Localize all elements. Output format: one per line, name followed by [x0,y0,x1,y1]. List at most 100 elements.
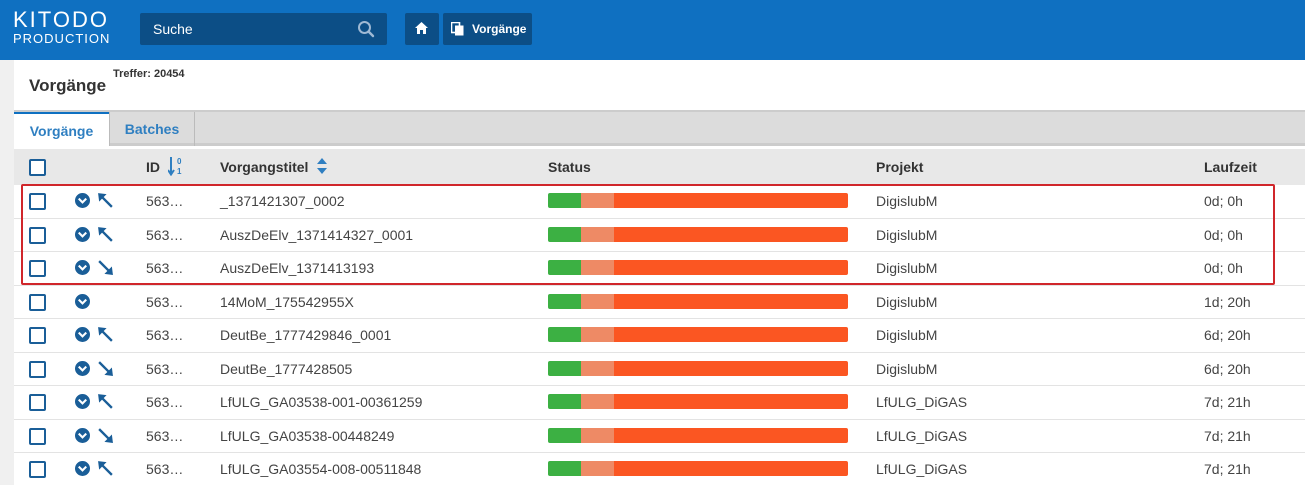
cell-id: 563… [146,461,184,477]
expand-icon[interactable] [75,394,90,409]
expand-icon[interactable] [75,327,90,342]
cell-duration: 1d; 20h [1204,293,1251,310]
cell-title: LfULG_GA03554-008-00511848 [220,461,422,477]
row-checkbox[interactable] [29,461,46,478]
cell-project: DigislubM [876,226,938,243]
status-inwork-segment [581,427,614,443]
row-checkbox[interactable] [29,360,46,378]
status-bar [548,394,848,409]
header-title[interactable]: Vorgangstitel [220,159,309,175]
header-project: Projekt [876,159,924,175]
header-id[interactable]: ID [146,159,160,175]
tab-processes[interactable]: Vorgänge [14,112,109,146]
kitodo-logo[interactable]: KITODO PRODUCTION [13,9,110,47]
search-icon[interactable] [357,20,375,38]
search-label: Suche [153,21,193,37]
select-all-checkbox[interactable] [29,159,46,176]
cell-title: AuszDeElv_1371413193 [220,260,375,276]
table-row[interactable]: 563… AuszDeElv_1371414327_0001 DigislubM 0d… [14,219,1305,252]
cell-project: DigislubM [876,260,938,276]
status-inwork-segment [581,193,614,208]
status-bar [548,461,848,476]
status-inwork-segment [581,461,614,476]
row-checkbox[interactable] [29,293,46,311]
expand-icon[interactable] [75,193,90,208]
logo-line-2: PRODUCTION [13,31,111,46]
page-title: Vorgänge [29,76,107,95]
arrow-down-right-icon[interactable] [97,259,114,276]
status-open-segment [614,394,848,409]
title-bar: Vorgänge Treffer: 20454 [14,60,1305,112]
expand-icon[interactable] [75,226,90,242]
cell-id: 563… [146,360,184,377]
table-row[interactable]: 563… LfULG_GA03554-008-00511848 LfULG_DiGA… [14,453,1305,485]
cell-title: DeutBe_1777429846_0001 [220,327,392,343]
expand-icon[interactable] [75,461,90,476]
status-bar [548,360,848,376]
table-header: ID 0 1 Vorgangstitel Status Projekt Lauf… [14,149,1305,185]
cell-title: LfULG_GA03538-00448249 [220,427,395,444]
status-bar [548,193,848,208]
sort-icon[interactable] [317,158,327,174]
table-row[interactable]: 563… LfULG_GA03538-001-00361259 LfULG_DiGA… [14,386,1305,420]
search-input[interactable]: Suche [140,13,387,45]
copy-icon [451,22,464,36]
cell-duration: 0d; 0h [1204,260,1243,276]
cell-duration: 7d; 21h [1204,461,1251,477]
status-bar [548,427,848,443]
row-checkbox[interactable] [29,226,46,244]
arrow-up-left-icon[interactable] [97,326,114,343]
cell-id: 563… [146,293,184,310]
row-checkbox[interactable] [29,427,46,445]
table-row[interactable]: 563… AuszDeElv_1371413193 DigislubM 0d; 0h [14,252,1305,286]
cell-project: DigislubM [876,293,938,310]
status-inwork-segment [581,226,614,242]
cell-duration: 0d; 0h [1204,226,1243,243]
breadcrumb-home[interactable] [405,13,439,45]
sort-numeric-icon[interactable]: 0 1 [168,156,184,176]
table-row[interactable]: 563… DeutBe_1777429846_0001 DigislubM 6d; 2… [14,319,1305,353]
status-done-segment [548,260,581,275]
table-row[interactable]: 563… _1371421307_0002 DigislubM 0d; 0h [14,185,1305,219]
status-open-segment [614,360,848,376]
table-row[interactable]: 563… 14MoM_175542955X DigislubM 1d; 20h [14,286,1305,319]
tab-bar: Vorgänge Batches [14,112,1305,146]
cell-title: 14MoM_175542955X [220,293,354,310]
row-checkbox[interactable] [29,260,46,277]
arrow-up-left-icon[interactable] [97,226,114,243]
cell-id: 563… [146,260,184,276]
status-open-segment [614,327,848,342]
main-panel: Vorgänge Treffer: 20454 Vorgänge Batches… [14,60,1305,485]
status-done-segment [548,327,581,342]
arrow-down-right-icon[interactable] [97,360,114,377]
expand-icon[interactable] [75,293,90,309]
cell-project: LfULG_DiGAS [876,394,968,410]
table-row[interactable]: 563… LfULG_GA03538-00448249 LfULG_DiGAS 7d;… [14,420,1305,453]
header-status: Status [548,159,591,175]
table-row[interactable]: 563… DeutBe_1777428505 DigislubM 6d; 20h [14,353,1305,386]
expand-icon[interactable] [75,427,90,443]
row-checkbox[interactable] [29,193,46,210]
row-checkbox[interactable] [29,327,46,344]
cell-duration: 0d; 0h [1204,193,1243,209]
breadcrumb-processes[interactable]: Vorgänge [443,13,532,45]
row-checkbox[interactable] [29,394,46,411]
cell-duration: 7d; 21h [1204,394,1251,410]
arrow-up-left-icon[interactable] [97,460,114,477]
cell-title: _1371421307_0002 [220,193,345,209]
status-done-segment [548,193,581,208]
cell-id: 563… [146,394,184,410]
cell-id: 563… [146,193,184,209]
cell-duration: 6d; 20h [1204,360,1251,377]
arrow-up-left-icon[interactable] [97,192,114,209]
arrow-up-left-icon[interactable] [97,393,114,410]
expand-icon[interactable] [75,260,90,275]
expand-icon[interactable] [75,360,90,376]
cell-id: 563… [146,327,184,343]
svg-text:0: 0 [177,157,182,166]
status-open-segment [614,461,848,476]
tab-batches[interactable]: Batches [109,112,195,146]
status-bar [548,327,848,342]
arrow-down-right-icon[interactable] [97,427,114,444]
status-done-segment [548,293,581,309]
